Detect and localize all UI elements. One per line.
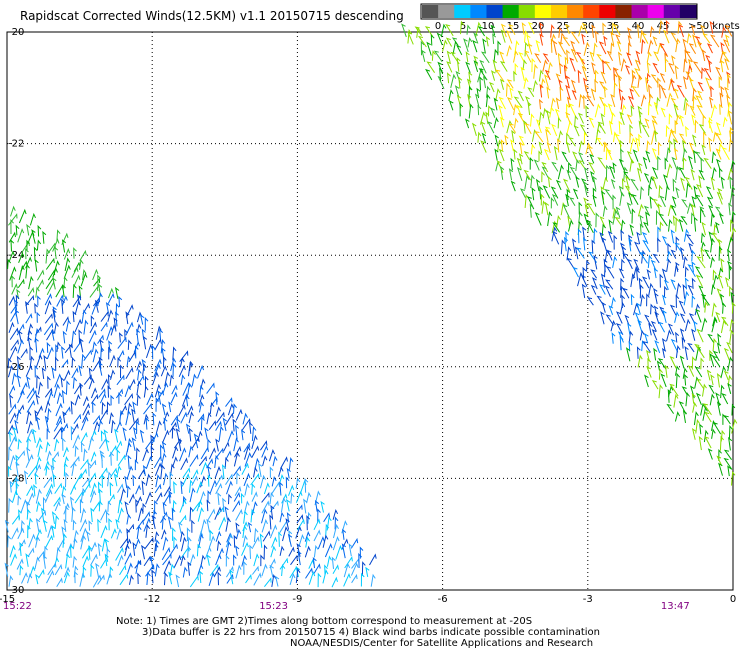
legend-label: 10 (482, 21, 495, 32)
legend-swatch (470, 5, 487, 18)
legend-swatch (534, 5, 552, 18)
legend-swatch (567, 5, 584, 18)
note-line-1: Note: 1) Times are GMT 2)Times along bot… (116, 616, 533, 627)
time-label: 15:23 (259, 601, 288, 612)
legend-label: 0 (435, 21, 441, 32)
note-line-2: 3)Data buffer is 22 hrs from 20150715 4)… (142, 627, 600, 638)
legend-swatch (502, 5, 520, 18)
legend-swatch (518, 5, 536, 18)
lat-tick-label: -20 (8, 27, 24, 38)
time-label: 13:47 (661, 601, 690, 612)
lat-tick-label: -24 (8, 250, 24, 261)
lon-tick-label: -6 (438, 594, 448, 605)
time-label: 15:22 (3, 601, 32, 612)
legend-label: 5 (460, 21, 466, 32)
lon-tick-label: -15 (0, 594, 15, 605)
note-line-3: NOAA/NESDIS/Center for Satellite Applica… (290, 638, 594, 649)
legend-swatch (583, 5, 600, 18)
lon-tick-label: -12 (144, 594, 160, 605)
lon-tick-label: -3 (583, 594, 593, 605)
legend-swatch (647, 5, 665, 18)
plot-frame (6, 31, 734, 591)
legend-label: 25 (557, 21, 570, 32)
legend-label: 45 (657, 21, 670, 32)
legend-label: >50 knots (688, 21, 740, 32)
chart-title: Rapidscat Corrected Winds(12.5KM) v1.1 2… (20, 9, 404, 23)
wind-barbs-east-swath (401, 19, 738, 486)
legend-swatch (454, 5, 471, 18)
lon-tick-label: -9 (292, 594, 302, 605)
legend-label: 30 (582, 21, 595, 32)
legend-swatch (679, 5, 697, 18)
lat-tick-label: -30 (8, 585, 24, 596)
legend-swatch (438, 5, 455, 18)
legend-swatch (486, 5, 504, 18)
legend-label: 15 (507, 21, 520, 32)
lat-tick-label: -22 (8, 139, 24, 150)
legend-swatch (631, 5, 649, 18)
legend-swatch (599, 5, 616, 18)
lon-tick-label: 0 (730, 594, 736, 605)
legend-swatch (422, 5, 439, 18)
wind-barbs-west-swath (4, 205, 377, 588)
lat-tick-label: -26 (8, 362, 24, 373)
legend-label: 20 (532, 21, 545, 32)
legend-swatch (615, 5, 633, 18)
legend-swatch (550, 5, 568, 18)
legend-swatch (663, 5, 681, 18)
